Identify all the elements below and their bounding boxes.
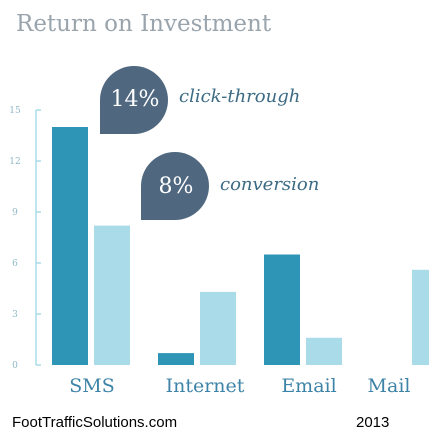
bar-email-2 (306, 337, 342, 365)
speech-bubble-icon (141, 152, 209, 220)
bar-sms-1 (52, 127, 88, 365)
bar-internet-2 (200, 291, 236, 365)
source-credit: FootTrafficSolutions.com (12, 414, 177, 431)
conversion-value: 8% (159, 174, 194, 199)
y-tick-label: 15 (9, 106, 21, 116)
category-label: Internet (166, 375, 245, 397)
bar-internet-1 (158, 353, 194, 365)
y-tick-label: 0 (12, 361, 18, 371)
category-labels: SMS Internet Email Mail (69, 375, 410, 397)
year-label: 2013 (356, 414, 389, 431)
y-tick-label: 6 (12, 259, 18, 269)
click-through-label: click-through (179, 86, 300, 107)
y-axis-ticks: 0 3 6 9 12 15 (9, 106, 41, 371)
annotation-conversion: 8% conversion (141, 152, 319, 220)
category-label: Mail (368, 375, 411, 397)
click-through-value: 14% (111, 87, 160, 112)
bar-sms-2 (94, 225, 130, 365)
bars-group (52, 127, 429, 365)
y-tick-label: 12 (9, 157, 20, 167)
y-tick-label: 3 (12, 310, 18, 320)
category-label: SMS (69, 375, 115, 397)
chart-title: Return on Investment (16, 11, 272, 37)
speech-bubble-icon (100, 66, 168, 134)
bar-mail-2 (412, 269, 429, 365)
bar-email-1 (264, 254, 300, 365)
y-tick-label: 9 (12, 208, 18, 218)
category-label: Email (281, 375, 336, 397)
conversion-label: conversion (220, 174, 319, 195)
annotation-click-through: 14% click-through (100, 66, 300, 134)
